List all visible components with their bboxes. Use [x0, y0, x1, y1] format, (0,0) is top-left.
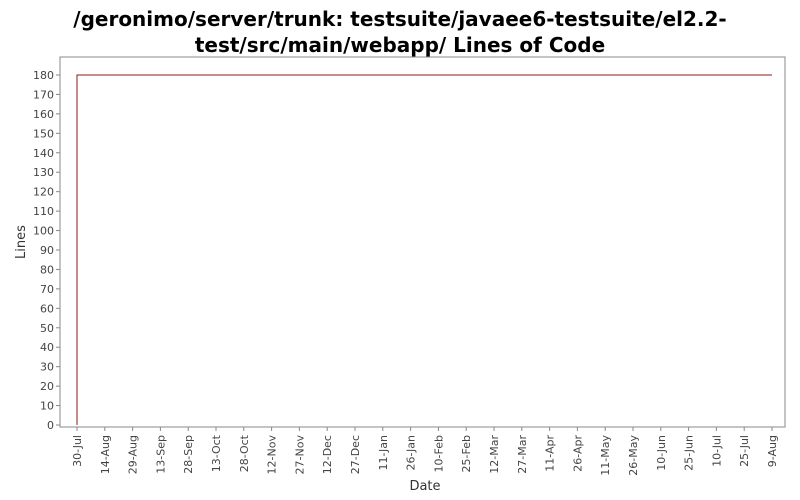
x-tick-label: 26-May — [627, 435, 640, 476]
x-tick-label: 27-Mar — [516, 435, 529, 474]
x-tick-label: 12-Nov — [266, 435, 279, 475]
series-line-1 — [76, 74, 772, 425]
y-tick-label: 60 — [40, 302, 54, 315]
plot-area — [59, 56, 786, 428]
y-tick-label: 0 — [47, 419, 54, 432]
x-tick-label: 26-Apr — [571, 435, 584, 472]
y-tick-label: 10 — [40, 400, 54, 413]
chart-title-line-1: /geronimo/server/trunk: testsuite/javaee… — [73, 7, 727, 31]
x-tick-label: 27-Dec — [349, 435, 362, 474]
chart-title: /geronimo/server/trunk: testsuite/javaee… — [0, 6, 800, 58]
x-tick-label: 13-Oct — [210, 434, 223, 472]
x-tick-label: 11-May — [599, 435, 612, 476]
chart-title-line-2: test/src/main/webapp/ Lines of Code — [194, 33, 606, 57]
y-tick-label: 70 — [40, 283, 54, 296]
x-tick-label: 28-Sep — [182, 435, 195, 474]
x-tick-label: 25-Feb — [460, 435, 473, 472]
y-tick-label: 100 — [33, 225, 54, 238]
x-tick-label: 14-Aug — [99, 435, 112, 474]
x-tick-label: 25-Jul — [738, 435, 751, 467]
y-tick-label: 180 — [33, 69, 54, 82]
series-layer — [76, 74, 772, 425]
y-tick-label: 40 — [40, 341, 54, 354]
x-tick-label: 10-Jun — [655, 435, 668, 471]
x-tick-label: 30-Jul — [71, 435, 84, 467]
y-axis: 0 10 20 30 40 50 60 70 80 90 100 110 120 130 140 150 160… — [33, 69, 60, 432]
y-axis-title: Lines — [14, 225, 29, 259]
y-tick-label: 140 — [33, 147, 54, 160]
y-tick-label: 80 — [40, 263, 54, 276]
y-tick-label: 20 — [40, 380, 54, 393]
y-tick-label: 120 — [33, 186, 54, 199]
x-tick-label: 26-Jan — [405, 435, 418, 471]
y-tick-label: 50 — [40, 322, 54, 335]
y-tick-label: 30 — [40, 361, 54, 374]
x-tick-label: 10-Jul — [710, 435, 723, 467]
x-tick-label: 10-Feb — [432, 435, 445, 472]
y-tick-label: 150 — [33, 127, 54, 140]
x-tick-label: 25-Jun — [683, 435, 696, 471]
x-tick-label: 11-Apr — [544, 435, 557, 472]
x-tick-label: 9-Aug — [766, 435, 779, 467]
x-tick-label: 12-Mar — [488, 435, 501, 474]
y-tick-label: 160 — [33, 108, 54, 121]
y-tick-label: 110 — [33, 205, 54, 218]
x-tick-label: 12-Dec — [321, 435, 334, 474]
x-axis: 30-Jul 14-Aug 29-Aug 13-Sep 28-Sep 13-Oct 28-O… — [71, 427, 779, 476]
x-tick-label: 13-Sep — [154, 435, 167, 474]
y-tick-label: 130 — [33, 166, 54, 179]
x-tick-label: 29-Aug — [127, 435, 140, 474]
x-tick-label: 27-Nov — [293, 435, 306, 475]
y-tick-label: 170 — [33, 88, 54, 101]
x-axis-title: Date — [409, 479, 440, 494]
y-tick-label: 90 — [40, 244, 54, 257]
x-tick-label: 28-Oct — [238, 434, 251, 472]
x-tick-label: 11-Jan — [377, 435, 390, 471]
